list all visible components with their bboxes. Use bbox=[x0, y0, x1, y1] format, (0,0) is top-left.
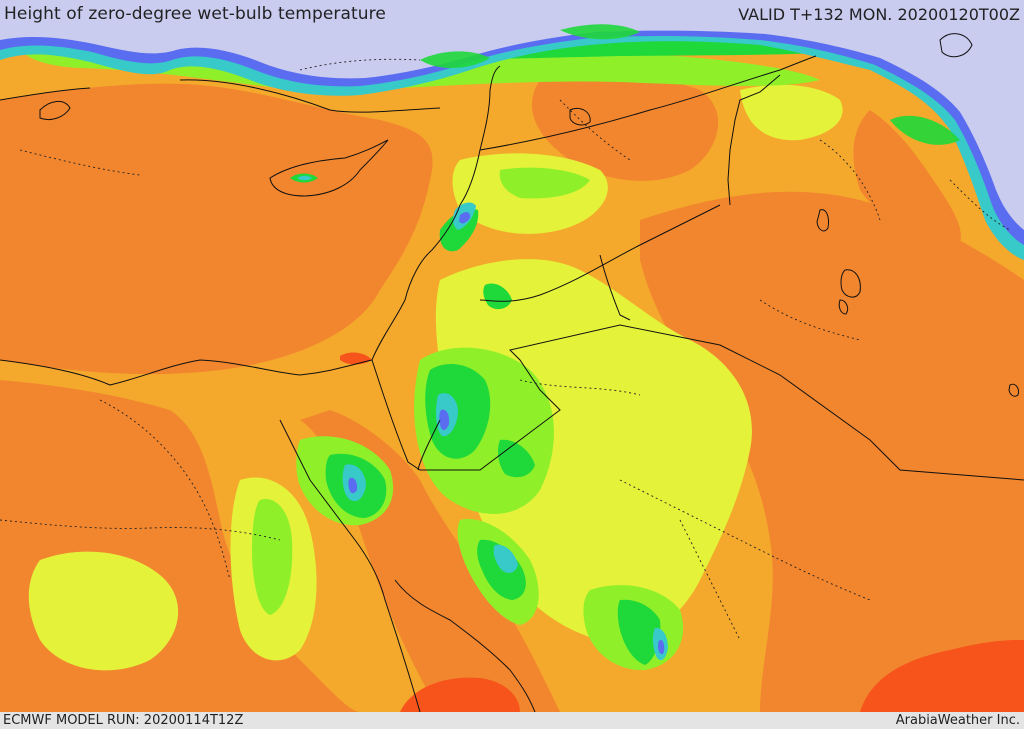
valid-time: VALID T+132 MON. 20200120T00Z bbox=[738, 5, 1020, 24]
credit-label: ArabiaWeather Inc. bbox=[895, 713, 1020, 728]
island-outline bbox=[269, 139, 389, 197]
country-borders bbox=[0, 55, 1024, 713]
internal-borders bbox=[0, 58, 1011, 641]
map-title: Height of zero-degree wet-bulb temperatu… bbox=[4, 4, 386, 24]
footer-bar: ECMWF MODEL RUN: 20200114T12Z ArabiaWeat… bbox=[0, 712, 1024, 729]
cold-northern-band bbox=[0, 0, 1024, 260]
red-orange-regions bbox=[340, 352, 1024, 712]
cold-band-accents bbox=[420, 24, 960, 145]
model-run-label: ECMWF MODEL RUN: 20200114T12Z bbox=[3, 713, 244, 728]
blue-regions bbox=[348, 212, 665, 655]
small-islands bbox=[39, 33, 1019, 397]
